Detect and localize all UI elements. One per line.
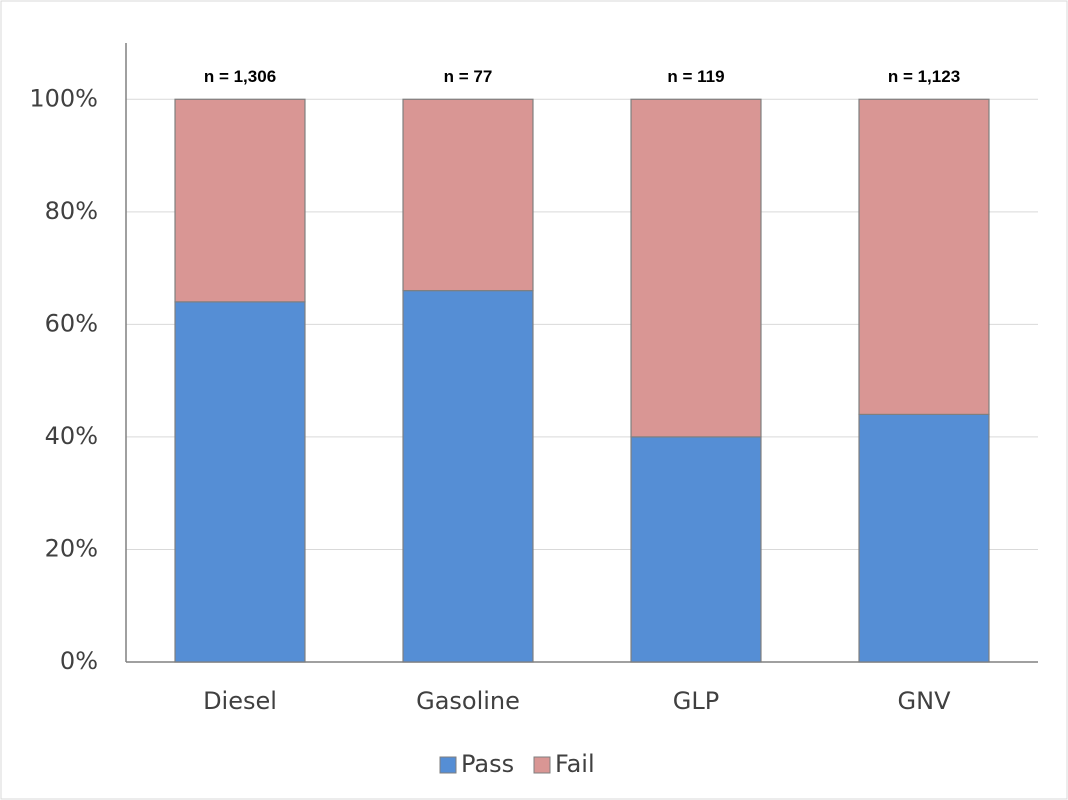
y-tick-label: 0% (60, 647, 98, 675)
annotation: n = 1,306 (204, 67, 276, 86)
y-tick-label: 80% (45, 197, 98, 225)
y-tick-label: 20% (45, 534, 98, 562)
y-tick-label: 40% (45, 422, 98, 450)
annotation: n = 77 (444, 67, 493, 86)
bar-segment (858, 98, 990, 415)
bar-segment (174, 98, 306, 303)
bar-segment (630, 98, 762, 438)
x-tick-label: Diesel (203, 687, 277, 715)
x-tick-label: GNV (898, 687, 952, 715)
bar-segment (630, 436, 762, 663)
bar-segment (402, 290, 534, 663)
legend-label: Fail (555, 750, 595, 778)
bar-segment (858, 413, 990, 663)
x-tick-label: GLP (673, 687, 719, 715)
legend-label: Pass (461, 750, 514, 778)
bar-segment (174, 301, 306, 663)
legend-swatch (439, 756, 457, 774)
bar-segment (402, 98, 534, 292)
y-tick-label: 100% (29, 84, 98, 112)
annotation: n = 119 (667, 67, 724, 86)
legend-swatch (533, 756, 551, 774)
y-tick-label: 60% (45, 309, 98, 337)
x-tick-label: Gasoline (416, 687, 520, 715)
annotation: n = 1,123 (888, 67, 960, 86)
